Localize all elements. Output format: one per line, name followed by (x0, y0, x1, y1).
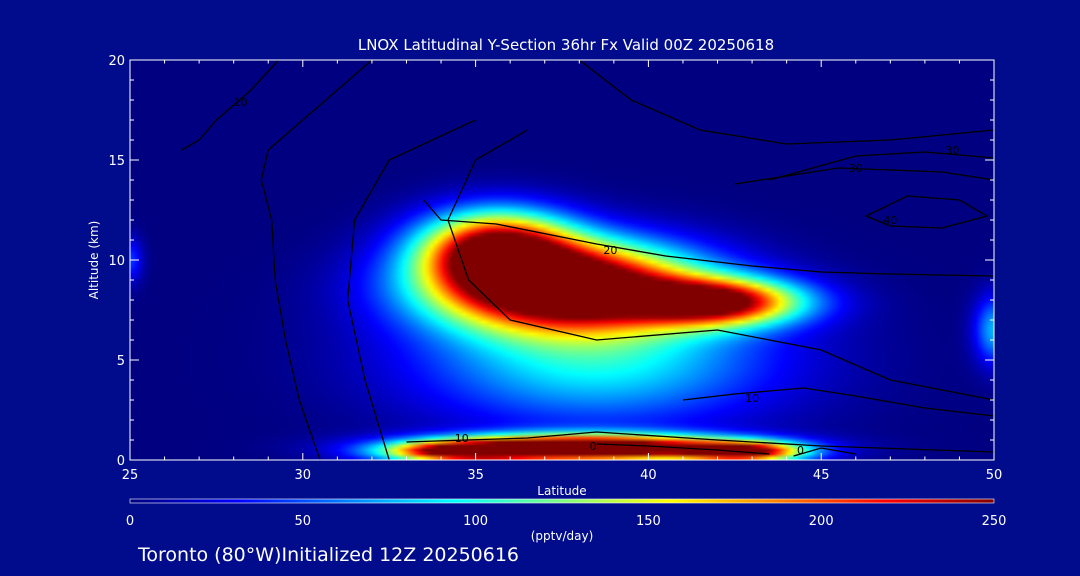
y-tick-label: 15 (108, 154, 125, 169)
contour-line-5 (578, 60, 994, 145)
contour-label: 10 (234, 96, 248, 109)
chart-title: LNOX Latitudinal Y-Section 36hr Fx Valid… (358, 36, 774, 54)
y-tick-label: 10 (108, 254, 125, 269)
x-tick-label: 50 (986, 468, 1003, 483)
y-tick-label: 0 (117, 454, 125, 469)
contour-line-3 (447, 129, 994, 401)
colorbar-tick-label: 200 (809, 514, 834, 529)
colorbar-tick-label: 50 (295, 514, 312, 529)
x-tick-label: 45 (813, 468, 830, 483)
contour-label: 30 (849, 162, 863, 175)
colorbar-label: (pptv/day) (531, 529, 594, 543)
colorbar-tick-label: 150 (636, 514, 661, 529)
colorbar-gradient (130, 499, 994, 503)
contour-line-8 (865, 195, 989, 229)
colorbar-tick-label: 0 (126, 514, 134, 529)
y-axis: 0 5 10 15 20 (108, 54, 994, 469)
contour-line-1 (260, 60, 373, 460)
contour-line-0 (181, 60, 280, 151)
colorbar: 0 50 100 150 200 250 (pptv/day) (126, 498, 1007, 543)
x-tick-label: 25 (122, 468, 139, 483)
lnox-heatmap-field (130, 60, 994, 460)
contour-label: 10 (455, 432, 469, 445)
colorbar-tick-label: 250 (982, 514, 1007, 529)
colorbar-frame (129, 498, 995, 504)
colorbar-ticks: 0 50 100 150 200 250 (126, 514, 1007, 529)
contour-label: 0 (797, 444, 804, 457)
contour-line-11 (596, 443, 770, 455)
x-axis-label: Latitude (537, 484, 586, 498)
contour-label: 30 (946, 144, 960, 157)
contour-layer: 10 20 30 30 40 10 10 0 0 (181, 60, 994, 460)
footer-location-text: Toronto (80°W)Initialized 12Z 20250616 (137, 544, 519, 566)
plot-area: 10 20 30 30 40 10 10 0 0 (129, 59, 995, 461)
contour-label: 10 (745, 392, 759, 405)
colorbar-tick-label: 100 (463, 514, 488, 529)
y-axis-label: Altitude (km) (87, 221, 101, 300)
contour-line-7 (734, 167, 994, 185)
x-tick-label: 40 (640, 468, 657, 483)
contour-line-6 (769, 151, 994, 181)
contour-line-2 (347, 119, 476, 460)
y-tick-label: 20 (108, 54, 125, 69)
contour-line-9 (406, 431, 994, 453)
x-tick-label: 35 (467, 468, 484, 483)
contour-line-12 (793, 447, 856, 457)
y-tick-label: 5 (117, 354, 125, 369)
contour-label: 0 (590, 440, 597, 453)
contour-label: 20 (603, 244, 617, 257)
contour-line-4 (423, 199, 994, 277)
x-tick-label: 30 (295, 468, 312, 483)
x-axis: 25 30 35 40 45 50 (122, 60, 1003, 483)
contour-line-10 (682, 387, 994, 417)
contour-label: 40 (883, 214, 897, 227)
